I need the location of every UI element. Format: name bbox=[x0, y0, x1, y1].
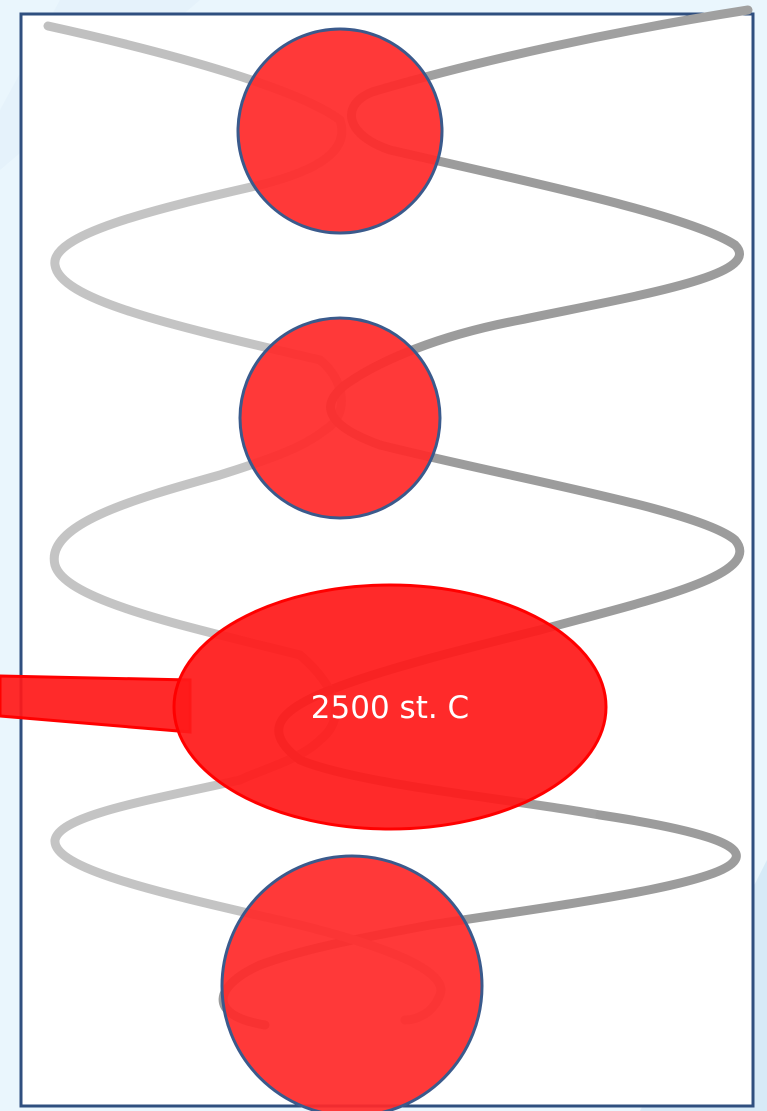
filament-segment bbox=[340, 145, 744, 390]
callout-label: 2500 st. C bbox=[311, 690, 469, 726]
heated-spot bbox=[220, 854, 484, 1111]
filament-segment bbox=[50, 775, 305, 930]
callout-bubble bbox=[172, 583, 608, 831]
heated-spot bbox=[236, 27, 444, 235]
heated-spot bbox=[238, 316, 442, 520]
temperature-callout: 2500 st. C bbox=[0, 583, 608, 831]
heated-spots bbox=[220, 27, 484, 1111]
